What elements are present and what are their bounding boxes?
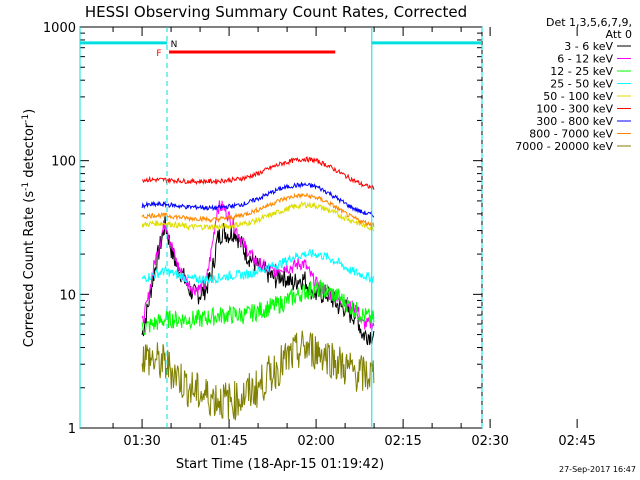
series-line <box>141 192 375 228</box>
series-line <box>141 330 375 421</box>
x-tick-label: 02:45 <box>558 434 595 449</box>
series-line <box>141 181 375 218</box>
y-tick-label: 1 <box>68 422 76 437</box>
y-tick-label: 1000 <box>43 21 76 36</box>
y-axis-label-exponent: -1 <box>21 114 31 123</box>
legend-entry-label: 7000 - 20000 keV <box>515 140 613 153</box>
y-axis-label: Corrected Count Rate (s-1 detector-1) <box>21 109 37 347</box>
x-tick-label: 01:30 <box>123 434 160 449</box>
legend-entry-label: 12 - 25 keV <box>550 65 613 78</box>
x-tick-label: 02:15 <box>384 434 421 449</box>
chart-title: HESSI Observing Summary Count Rates, Cor… <box>85 3 467 21</box>
plot-area: 1 10 100 1000 01:30 01:45 02:00 02:15 02:30 02:45… <box>43 21 596 449</box>
x-tick-label: 02:00 <box>297 434 334 449</box>
series-line <box>141 214 375 346</box>
y-tick-label: 100 <box>51 155 76 170</box>
x-axis-label: Start Time (18-Apr-15 01:19:42) <box>176 457 384 472</box>
y-axis-label-part: Corrected Count Rate (s <box>22 191 37 348</box>
y-axis-label-exponent: -1 <box>21 182 31 191</box>
legend-header: Det 1,3,5,6,7,9, <box>546 16 632 29</box>
legend-entry-label: 3 - 6 keV <box>564 40 613 53</box>
legend-entry-label: 800 - 7000 keV <box>529 128 613 141</box>
night-flag-label: N <box>171 40 178 50</box>
series-line <box>142 156 375 190</box>
series-line <box>141 248 375 285</box>
flare-flag-label: F <box>156 49 161 59</box>
x-tick-label: 01:45 <box>210 434 247 449</box>
legend-header: Att 0 <box>606 28 632 41</box>
y-axis-label-part: ) <box>22 109 37 114</box>
legend-entry-label: 100 - 300 keV <box>536 103 613 116</box>
series-line <box>141 201 375 232</box>
y-axis-label-part: detector <box>22 122 37 182</box>
legend-entry-label: 25 - 50 keV <box>550 78 613 91</box>
legend-entry-label: 6 - 12 keV <box>557 53 613 66</box>
timestamp: 27-Sep-2017 16:47 <box>559 465 636 474</box>
series-line <box>141 278 375 335</box>
legend-entry-label: 50 - 100 keV <box>543 90 613 103</box>
legend-entry-label: 300 - 800 keV <box>536 115 613 128</box>
x-tick-label: 02:30 <box>471 434 508 449</box>
y-tick-label: 10 <box>59 288 76 303</box>
